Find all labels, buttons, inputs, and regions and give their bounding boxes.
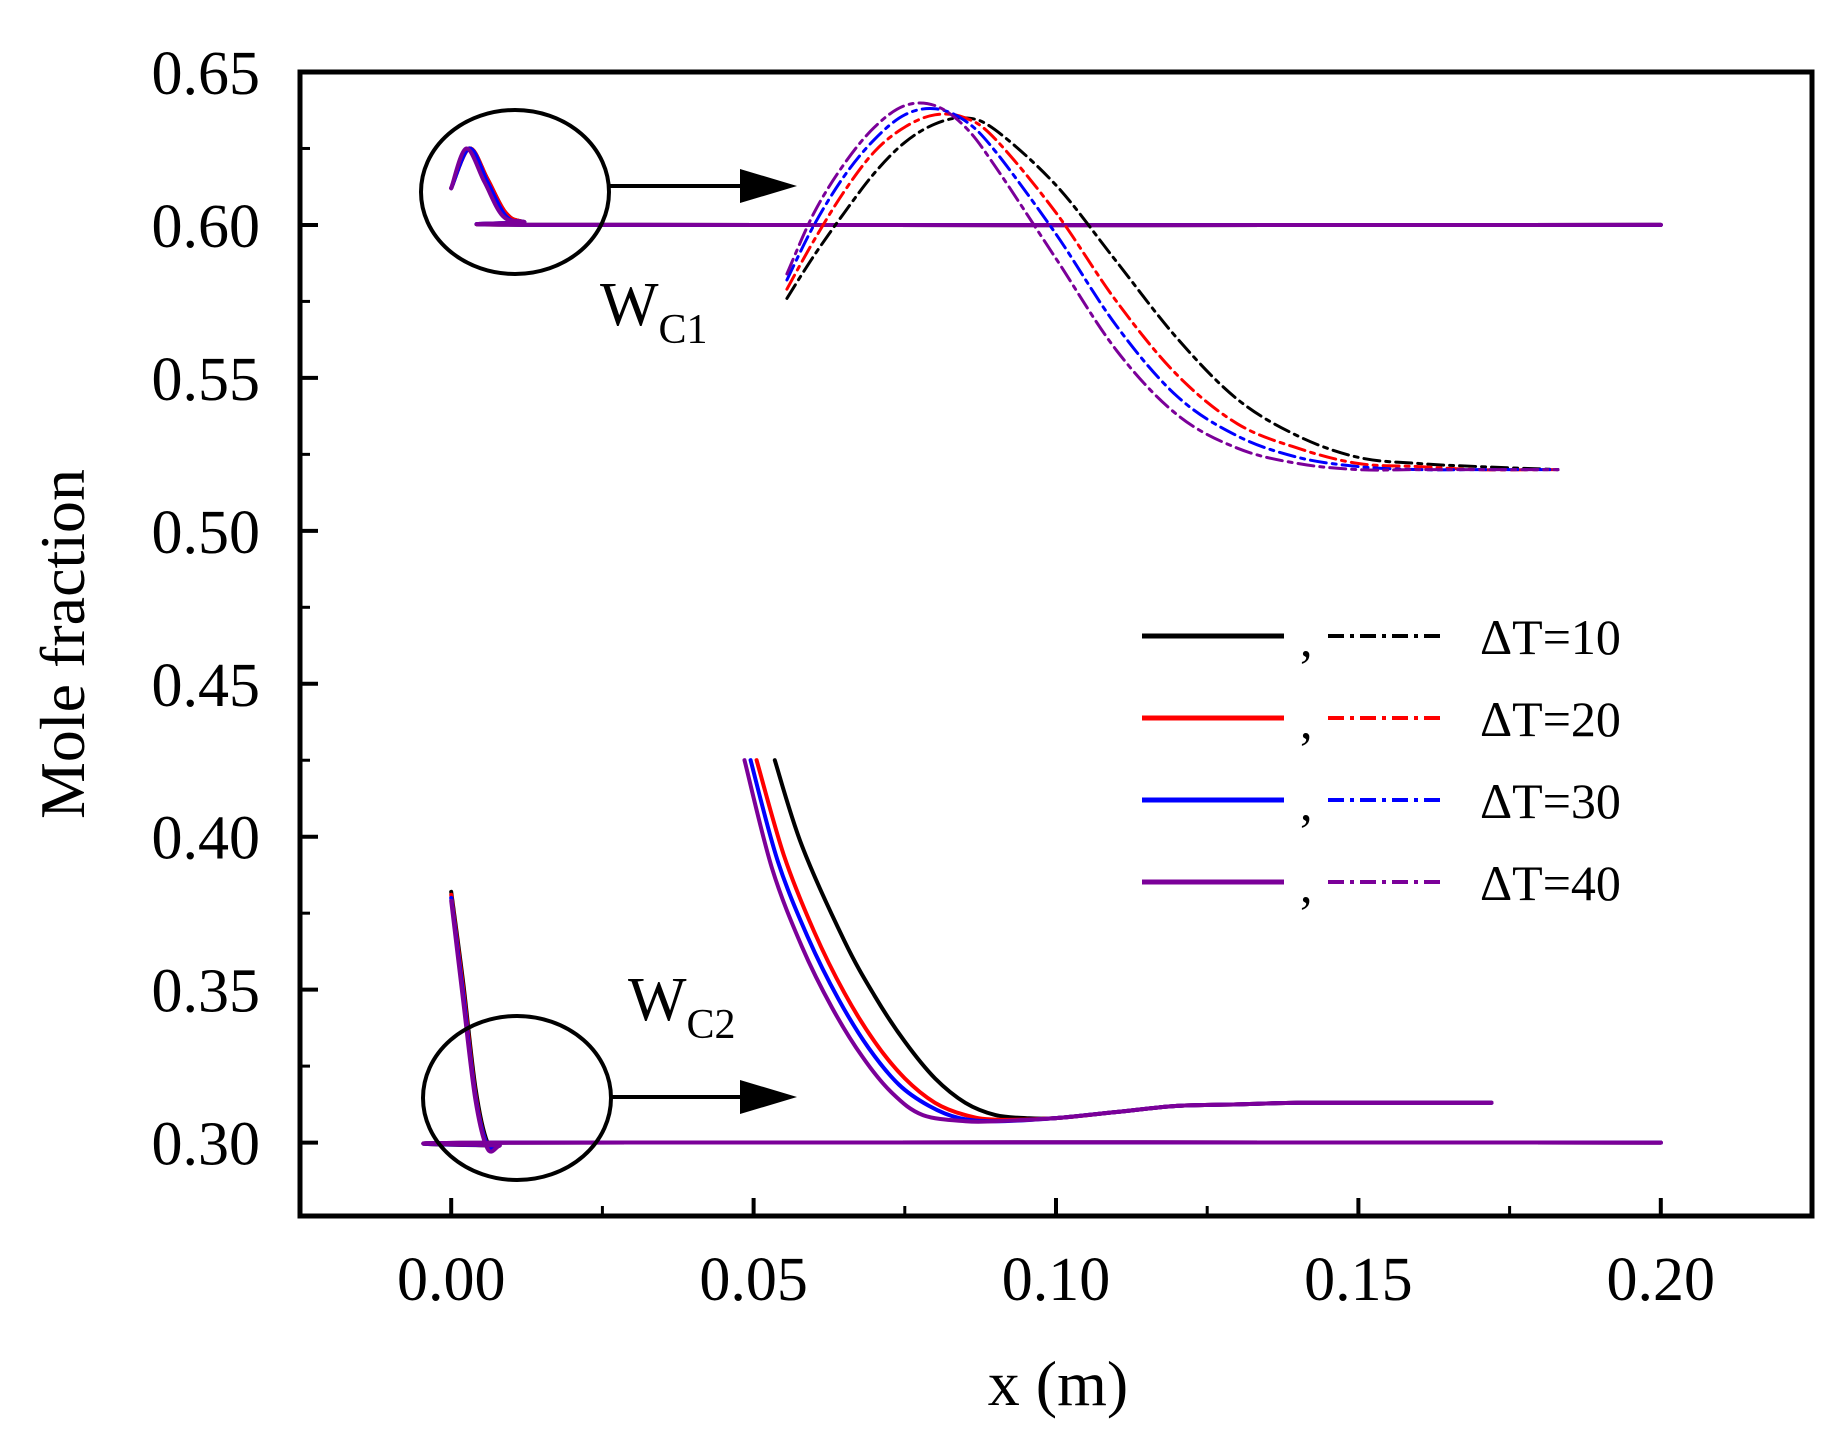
- legend-separator: ,: [1300, 775, 1313, 831]
- x-tick-label-4: 0.20: [1607, 1246, 1716, 1314]
- series-layer: [421, 101, 1663, 1154]
- wc2-label-sub: C2: [687, 1002, 736, 1048]
- y-tick-label-5: 0.55: [152, 346, 261, 414]
- y-tick-label-2: 0.40: [152, 805, 261, 873]
- legend-entry-3: , ΔT=30: [1142, 773, 1621, 831]
- y-tick-label-1: 0.35: [152, 958, 261, 1026]
- y-axis-label: Mole fraction: [27, 469, 98, 819]
- legend-separator: ,: [1300, 857, 1313, 913]
- wc1-label: WC1: [600, 271, 708, 353]
- x-tick-label-1: 0.05: [699, 1246, 808, 1314]
- legend: , ΔT=10, ΔT=20, ΔT=30, ΔT=40: [1142, 609, 1621, 913]
- legend-separator: ,: [1300, 611, 1313, 667]
- legend-label: ΔT=20: [1480, 691, 1621, 747]
- x-axis-label: x (m): [988, 1348, 1128, 1419]
- series-line-4: [449, 146, 1663, 228]
- y-tick-label-0: 0.30: [152, 1111, 261, 1179]
- legend-entry-1: , ΔT=10: [1142, 609, 1621, 667]
- x-tick-label-3: 0.15: [1304, 1246, 1413, 1314]
- x-tick-label-2: 0.10: [1002, 1246, 1111, 1314]
- legend-label: ΔT=10: [1480, 609, 1621, 665]
- legend-entry-4: , ΔT=40: [1142, 855, 1621, 913]
- series-line-11: [785, 106, 1560, 472]
- wc1-label-main: W: [600, 271, 659, 339]
- y-tick-label-4: 0.50: [152, 499, 261, 567]
- legend-label: ΔT=40: [1480, 855, 1621, 911]
- series-line-12: [785, 101, 1560, 472]
- legend-label: ΔT=30: [1480, 773, 1621, 829]
- wc2-label: WC2: [628, 966, 736, 1048]
- x-tick-label-0: 0.00: [397, 1246, 506, 1314]
- wc2-label-main: W: [628, 966, 687, 1034]
- series-line-16: [742, 758, 1494, 1124]
- series-line-10: [785, 112, 1560, 472]
- series-line-9: [785, 116, 1560, 472]
- legend-separator: ,: [1300, 693, 1313, 749]
- ticks-layer: 0.00 0.05 0.10 0.15 0.20 0.30 0.35 0.40 0.45 0.50…: [152, 40, 1716, 1314]
- series-line-8: [421, 898, 1663, 1154]
- legend-entry-2: , ΔT=20: [1142, 691, 1621, 749]
- y-tick-label-3: 0.45: [152, 652, 261, 720]
- wc2-zoom-arrow-head: [740, 1080, 797, 1114]
- y-tick-label-6: 0.60: [152, 193, 261, 261]
- y-tick-label-7: 0.65: [152, 40, 261, 108]
- wc1-zoom-arrow-head: [740, 169, 797, 203]
- wc1-label-sub: C1: [659, 307, 708, 353]
- wc1-zoom-circle: [419, 108, 611, 276]
